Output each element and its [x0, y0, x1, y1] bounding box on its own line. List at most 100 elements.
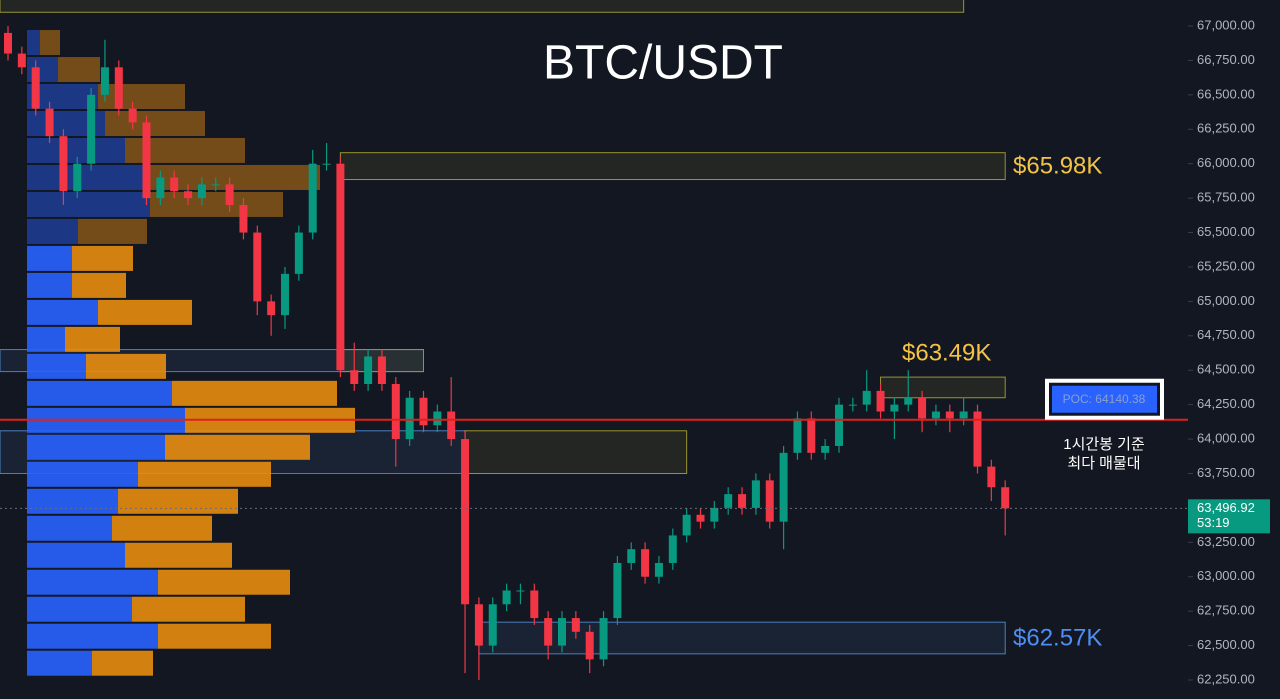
poc-box-fill [1052, 385, 1157, 413]
buy-volume-bar [27, 542, 125, 568]
candle-body [447, 411, 456, 440]
candle-body [987, 466, 996, 488]
y-tick-label: 66,000.00 [1197, 155, 1255, 170]
y-tick-label: 63,000.00 [1197, 568, 1255, 583]
price-zone [0, 0, 965, 13]
buy-volume-bar [27, 299, 98, 325]
volume-profile [27, 30, 355, 676]
candle-body [973, 411, 982, 467]
sell-volume-bar [165, 434, 310, 460]
candle-body [225, 184, 234, 206]
candle-body [931, 411, 940, 419]
buy-volume-bar [27, 569, 158, 595]
buy-volume-bar [27, 488, 118, 514]
candle-body [114, 67, 123, 109]
candle-body [876, 390, 885, 412]
candle-body [599, 618, 608, 660]
candle-body [641, 549, 650, 577]
sell-volume-bar [105, 111, 205, 136]
buy-volume-bar [27, 272, 72, 298]
sell-volume-bar [132, 596, 245, 622]
y-tick-label: 64,250.00 [1197, 396, 1255, 411]
price-zone [464, 430, 688, 474]
y-tick-label: 65,000.00 [1197, 293, 1255, 308]
candle-body [308, 163, 317, 233]
countdown-label: 53:19 [1197, 515, 1230, 530]
sell-volume-bar [58, 57, 100, 83]
y-tick-label: 63,750.00 [1197, 465, 1255, 480]
candle-body [267, 301, 276, 316]
candles [4, 26, 1010, 681]
y-tick-label: 65,250.00 [1197, 258, 1255, 273]
chart-title: BTC/USDT [543, 37, 783, 90]
sell-volume-bar [72, 272, 126, 298]
candle-body [918, 397, 927, 419]
y-tick-label: 63,250.00 [1197, 534, 1255, 549]
candle-body [156, 177, 165, 199]
candle-body [848, 404, 857, 406]
y-tick-label: 62,250.00 [1197, 671, 1255, 686]
candle-body [724, 494, 733, 508]
buy-volume-bar [27, 461, 138, 487]
candle-body [696, 514, 705, 522]
candle-body [281, 273, 289, 316]
y-tick-label: 67,000.00 [1197, 17, 1255, 32]
buy-volume-bar [27, 164, 150, 190]
candle-body [530, 590, 539, 619]
candle-body [433, 411, 442, 426]
y-tick-label: 66,500.00 [1197, 86, 1255, 101]
candle-body [710, 507, 719, 522]
sell-volume-bar [150, 191, 283, 217]
candle-body [516, 590, 525, 592]
candle-body [821, 445, 830, 453]
buy-volume-bar [27, 353, 86, 379]
price-annotation: $65.98K [1013, 152, 1102, 179]
buy-volume-bar [27, 137, 125, 163]
candle-body [336, 163, 345, 371]
buy-volume-bar [27, 57, 58, 83]
buy-volume-bar [27, 434, 165, 460]
candle-body [184, 191, 193, 199]
buy-volume-bar [27, 380, 172, 406]
candle-body [779, 452, 788, 522]
candle-body [682, 514, 691, 536]
candle-body [474, 604, 483, 646]
candle-body [627, 549, 636, 563]
sell-volume-bar [78, 218, 147, 244]
price-annotation: $63.49K [902, 339, 991, 366]
candle-body [558, 618, 566, 646]
candle-body [807, 418, 816, 453]
candle-body [59, 136, 68, 192]
candle-body [751, 480, 760, 508]
candle-body [544, 618, 553, 646]
overlay: 67,000.00 66,750.00 66,500.00 66,250.00 66,0… [0, 17, 1270, 686]
y-tick-label: 66,750.00 [1197, 52, 1255, 67]
candle-body [142, 122, 151, 199]
candle-body [654, 562, 663, 577]
buy-volume-bar [27, 515, 112, 541]
y-tick-label: 62,750.00 [1197, 603, 1255, 618]
candle-body [613, 562, 622, 619]
sell-volume-bar [40, 30, 60, 56]
buy-volume-bar [27, 30, 40, 56]
sell-volume-bar [118, 488, 238, 514]
candle-body [945, 411, 954, 419]
candle-body [391, 383, 400, 440]
candle-body [862, 390, 871, 405]
candle-body [170, 177, 179, 192]
candle-body [904, 397, 913, 405]
sell-volume-bar [86, 353, 166, 379]
candle-body [211, 184, 220, 186]
sell-volume-bar [112, 515, 212, 541]
buy-volume-bar [27, 650, 92, 676]
last-price-label: 63,496.92 [1197, 500, 1255, 515]
candle-body [253, 232, 262, 302]
y-tick-label: 62,500.00 [1197, 637, 1255, 652]
candle-body [4, 32, 12, 54]
note-text: 최다 매물대 [1067, 455, 1140, 472]
candle-body [87, 94, 96, 164]
candle-body [17, 53, 26, 68]
buy-volume-bar [27, 596, 132, 622]
y-tick-label: 64,500.00 [1197, 362, 1255, 377]
